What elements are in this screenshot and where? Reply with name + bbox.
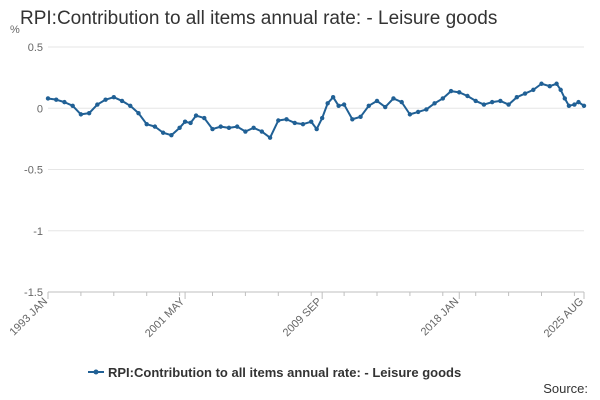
data-point <box>152 124 158 129</box>
data-point <box>330 95 336 100</box>
data-point <box>78 112 84 117</box>
data-point <box>62 99 67 105</box>
legend-swatch-marker <box>93 369 99 375</box>
data-point <box>415 109 421 115</box>
y-tick-label: -1 <box>33 226 43 238</box>
data-point <box>581 103 587 109</box>
legend: RPI:Contribution to all items annual rat… <box>88 365 461 380</box>
data-point <box>424 107 429 112</box>
data-point <box>54 97 59 102</box>
data-point <box>182 119 188 124</box>
data-point <box>465 93 470 99</box>
data-point <box>309 119 314 124</box>
y-tick-label: -1.5 <box>24 287 43 299</box>
data-point <box>193 113 199 118</box>
data-point <box>128 103 133 109</box>
x-tick-label: 2001 MAY <box>143 295 188 340</box>
data-point <box>218 124 223 129</box>
x-tick-label: 1993 JAN <box>7 296 50 339</box>
data-point <box>498 98 503 104</box>
data-point <box>407 112 413 117</box>
y-tick-label: -0.5 <box>24 165 43 177</box>
data-point <box>243 129 248 134</box>
data-point <box>314 126 319 132</box>
legend-label: RPI:Contribution to all items annual rat… <box>108 365 461 380</box>
data-point <box>210 126 215 132</box>
data-point <box>350 117 355 122</box>
data-point <box>457 90 462 95</box>
data-point <box>522 91 528 96</box>
data-point <box>539 81 544 86</box>
data-point <box>547 84 552 89</box>
data-point <box>554 81 559 86</box>
data-point <box>566 103 572 109</box>
data-point <box>202 115 207 121</box>
data-point <box>267 135 273 140</box>
data-point <box>300 121 306 127</box>
data-point <box>506 102 511 107</box>
data-point <box>111 95 117 100</box>
data-point <box>160 130 166 135</box>
data-point <box>558 87 563 93</box>
x-tick-label: 2018 JAN <box>419 296 462 339</box>
data-point <box>366 103 371 109</box>
source-label: Source: <box>543 381 588 396</box>
data-point <box>391 96 396 101</box>
data-point <box>531 87 536 93</box>
data-point <box>144 121 149 127</box>
data-point <box>226 125 232 131</box>
data-point <box>336 103 341 109</box>
data-point <box>284 117 289 122</box>
data-point <box>169 133 174 138</box>
x-tick-label: 2025 AUG <box>542 296 586 340</box>
data-point <box>234 124 240 129</box>
series-layer <box>45 81 587 140</box>
data-point <box>86 110 92 116</box>
y-axis-unit-label: % <box>10 24 20 36</box>
chart-title: RPI:Contribution to all items annual rat… <box>20 8 498 29</box>
data-point <box>259 129 265 134</box>
data-point <box>576 99 581 105</box>
data-point <box>358 114 363 120</box>
data-point <box>481 102 487 107</box>
data-point <box>119 98 125 104</box>
data-point <box>440 96 446 101</box>
data-point <box>432 101 437 106</box>
data-point <box>188 120 193 126</box>
data-point <box>136 110 141 116</box>
x-tick-label: 2009 SEP <box>281 296 325 340</box>
data-point <box>473 98 478 104</box>
data-point <box>292 120 297 126</box>
data-point <box>103 97 108 102</box>
data-point <box>341 102 347 107</box>
data-point <box>514 95 520 100</box>
data-point <box>45 96 51 101</box>
data-point <box>251 125 256 131</box>
data-point <box>399 99 404 105</box>
data-point <box>177 125 182 131</box>
y-tick-label: 0.5 <box>28 42 43 54</box>
data-point <box>276 118 281 123</box>
data-point <box>319 115 325 121</box>
grid-layer <box>48 46 584 232</box>
data-point <box>325 101 330 106</box>
data-point <box>448 88 454 94</box>
data-point <box>95 102 100 107</box>
y-tick-label: 0 <box>37 103 43 115</box>
data-point <box>562 96 568 101</box>
data-point <box>374 98 380 104</box>
data-point <box>383 104 388 110</box>
data-point <box>489 99 495 105</box>
data-point <box>70 103 75 109</box>
data-point <box>572 102 577 107</box>
